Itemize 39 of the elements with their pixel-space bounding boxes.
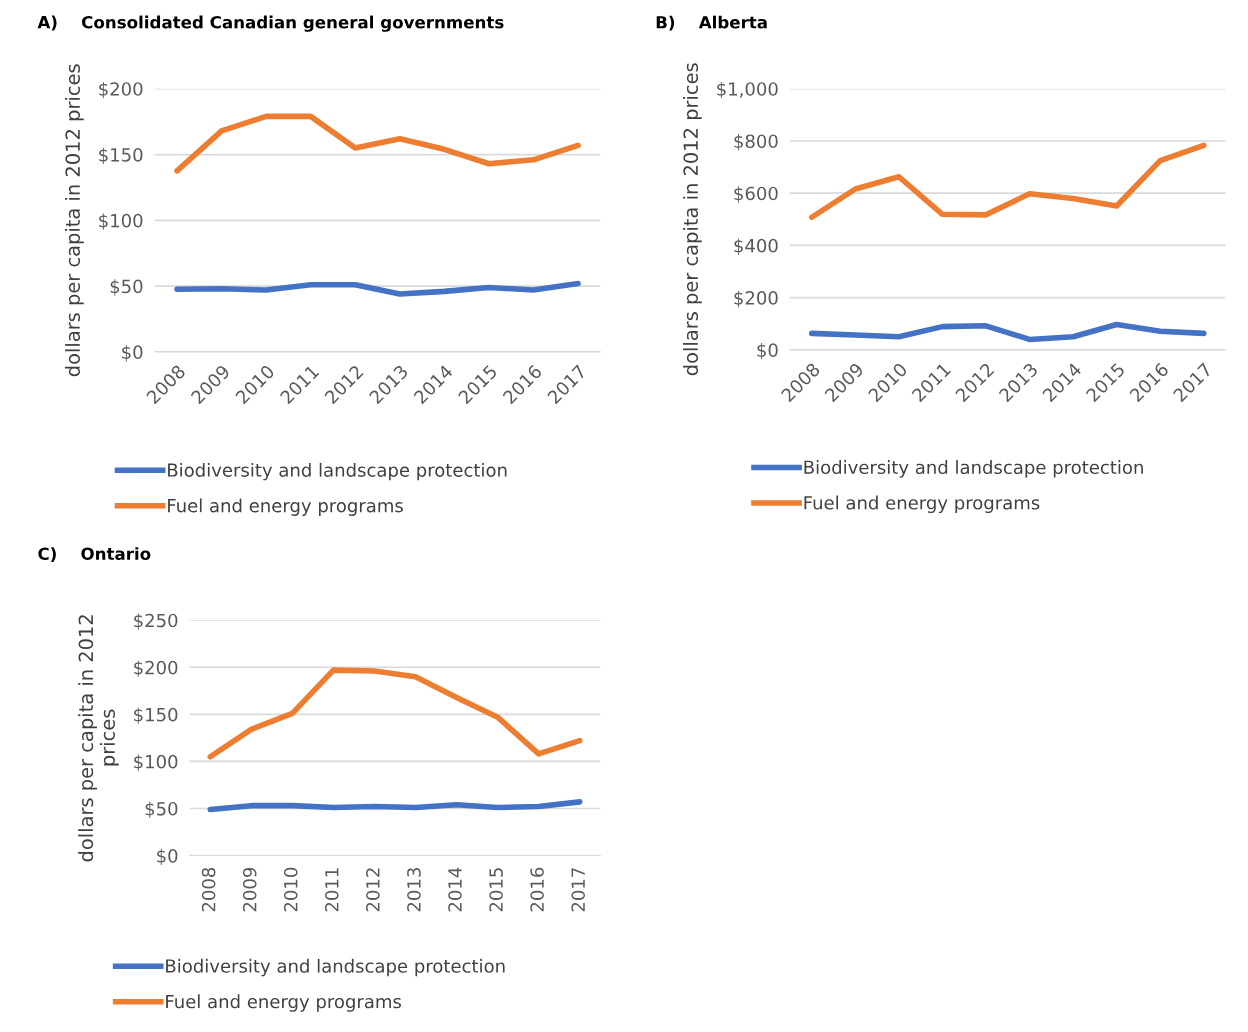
legend-label: Biodiversity and landscape protection xyxy=(166,958,505,977)
legend-label: Biodiversity and landscape protection xyxy=(168,462,507,481)
y-tick-label: $250 xyxy=(134,613,178,630)
x-tick-label: 2014 xyxy=(448,867,462,912)
y-axis-title: dollars per capita in 2012 prices xyxy=(64,64,84,377)
legend-label: Fuel and energy programs xyxy=(166,994,402,1012)
x-tick-label: 2010 xyxy=(283,867,298,912)
x-tick-label: 2011 xyxy=(324,868,339,912)
y-tick-label: $0 xyxy=(157,848,178,866)
chart-title: A) Consolidated Canadian general governments xyxy=(37,15,504,32)
x-tick-label: 2017 xyxy=(571,868,585,912)
chart-title: C) Ontario xyxy=(38,547,151,563)
x-tick-label: 2013 xyxy=(407,868,421,912)
y-tick-label: $800 xyxy=(734,134,778,151)
y-tick-label: $150 xyxy=(99,147,143,165)
x-tick-label: 2008 xyxy=(201,867,216,912)
x-tick-label: 2012 xyxy=(366,868,380,912)
y-tick-label: $400 xyxy=(734,238,778,255)
chart-title: B) Alberta xyxy=(656,15,767,31)
legend-label: Fuel and energy programs xyxy=(804,495,1040,514)
y-tick-label: $200 xyxy=(734,290,778,308)
y-tick-label: $150 xyxy=(134,707,178,724)
legend-label: Fuel and energy programs xyxy=(168,498,403,516)
y-tick-label: $0 xyxy=(757,342,778,360)
y-axis-title: dollars per capita in 2012 prices xyxy=(78,615,119,862)
y-tick-label: $100 xyxy=(99,213,143,230)
y-tick-label: $0 xyxy=(122,345,143,362)
y-tick-label: $600 xyxy=(734,186,778,203)
y-tick-label: $100 xyxy=(134,754,178,771)
y-tick-label: $50 xyxy=(145,801,178,818)
y-tick-label: $200 xyxy=(134,660,178,677)
x-tick-label: 2016 xyxy=(530,867,544,912)
x-tick-label: 2015 xyxy=(489,868,503,912)
y-tick-label: $200 xyxy=(99,81,143,99)
x-tick-label: 2009 xyxy=(242,867,257,912)
y-tick-label: $1,000 xyxy=(717,81,778,99)
y-tick-label: $50 xyxy=(110,279,143,296)
y-axis-title: dollars per capita in 2012 prices xyxy=(682,63,702,376)
legend-label: Biodiversity and landscape protection xyxy=(804,460,1143,478)
